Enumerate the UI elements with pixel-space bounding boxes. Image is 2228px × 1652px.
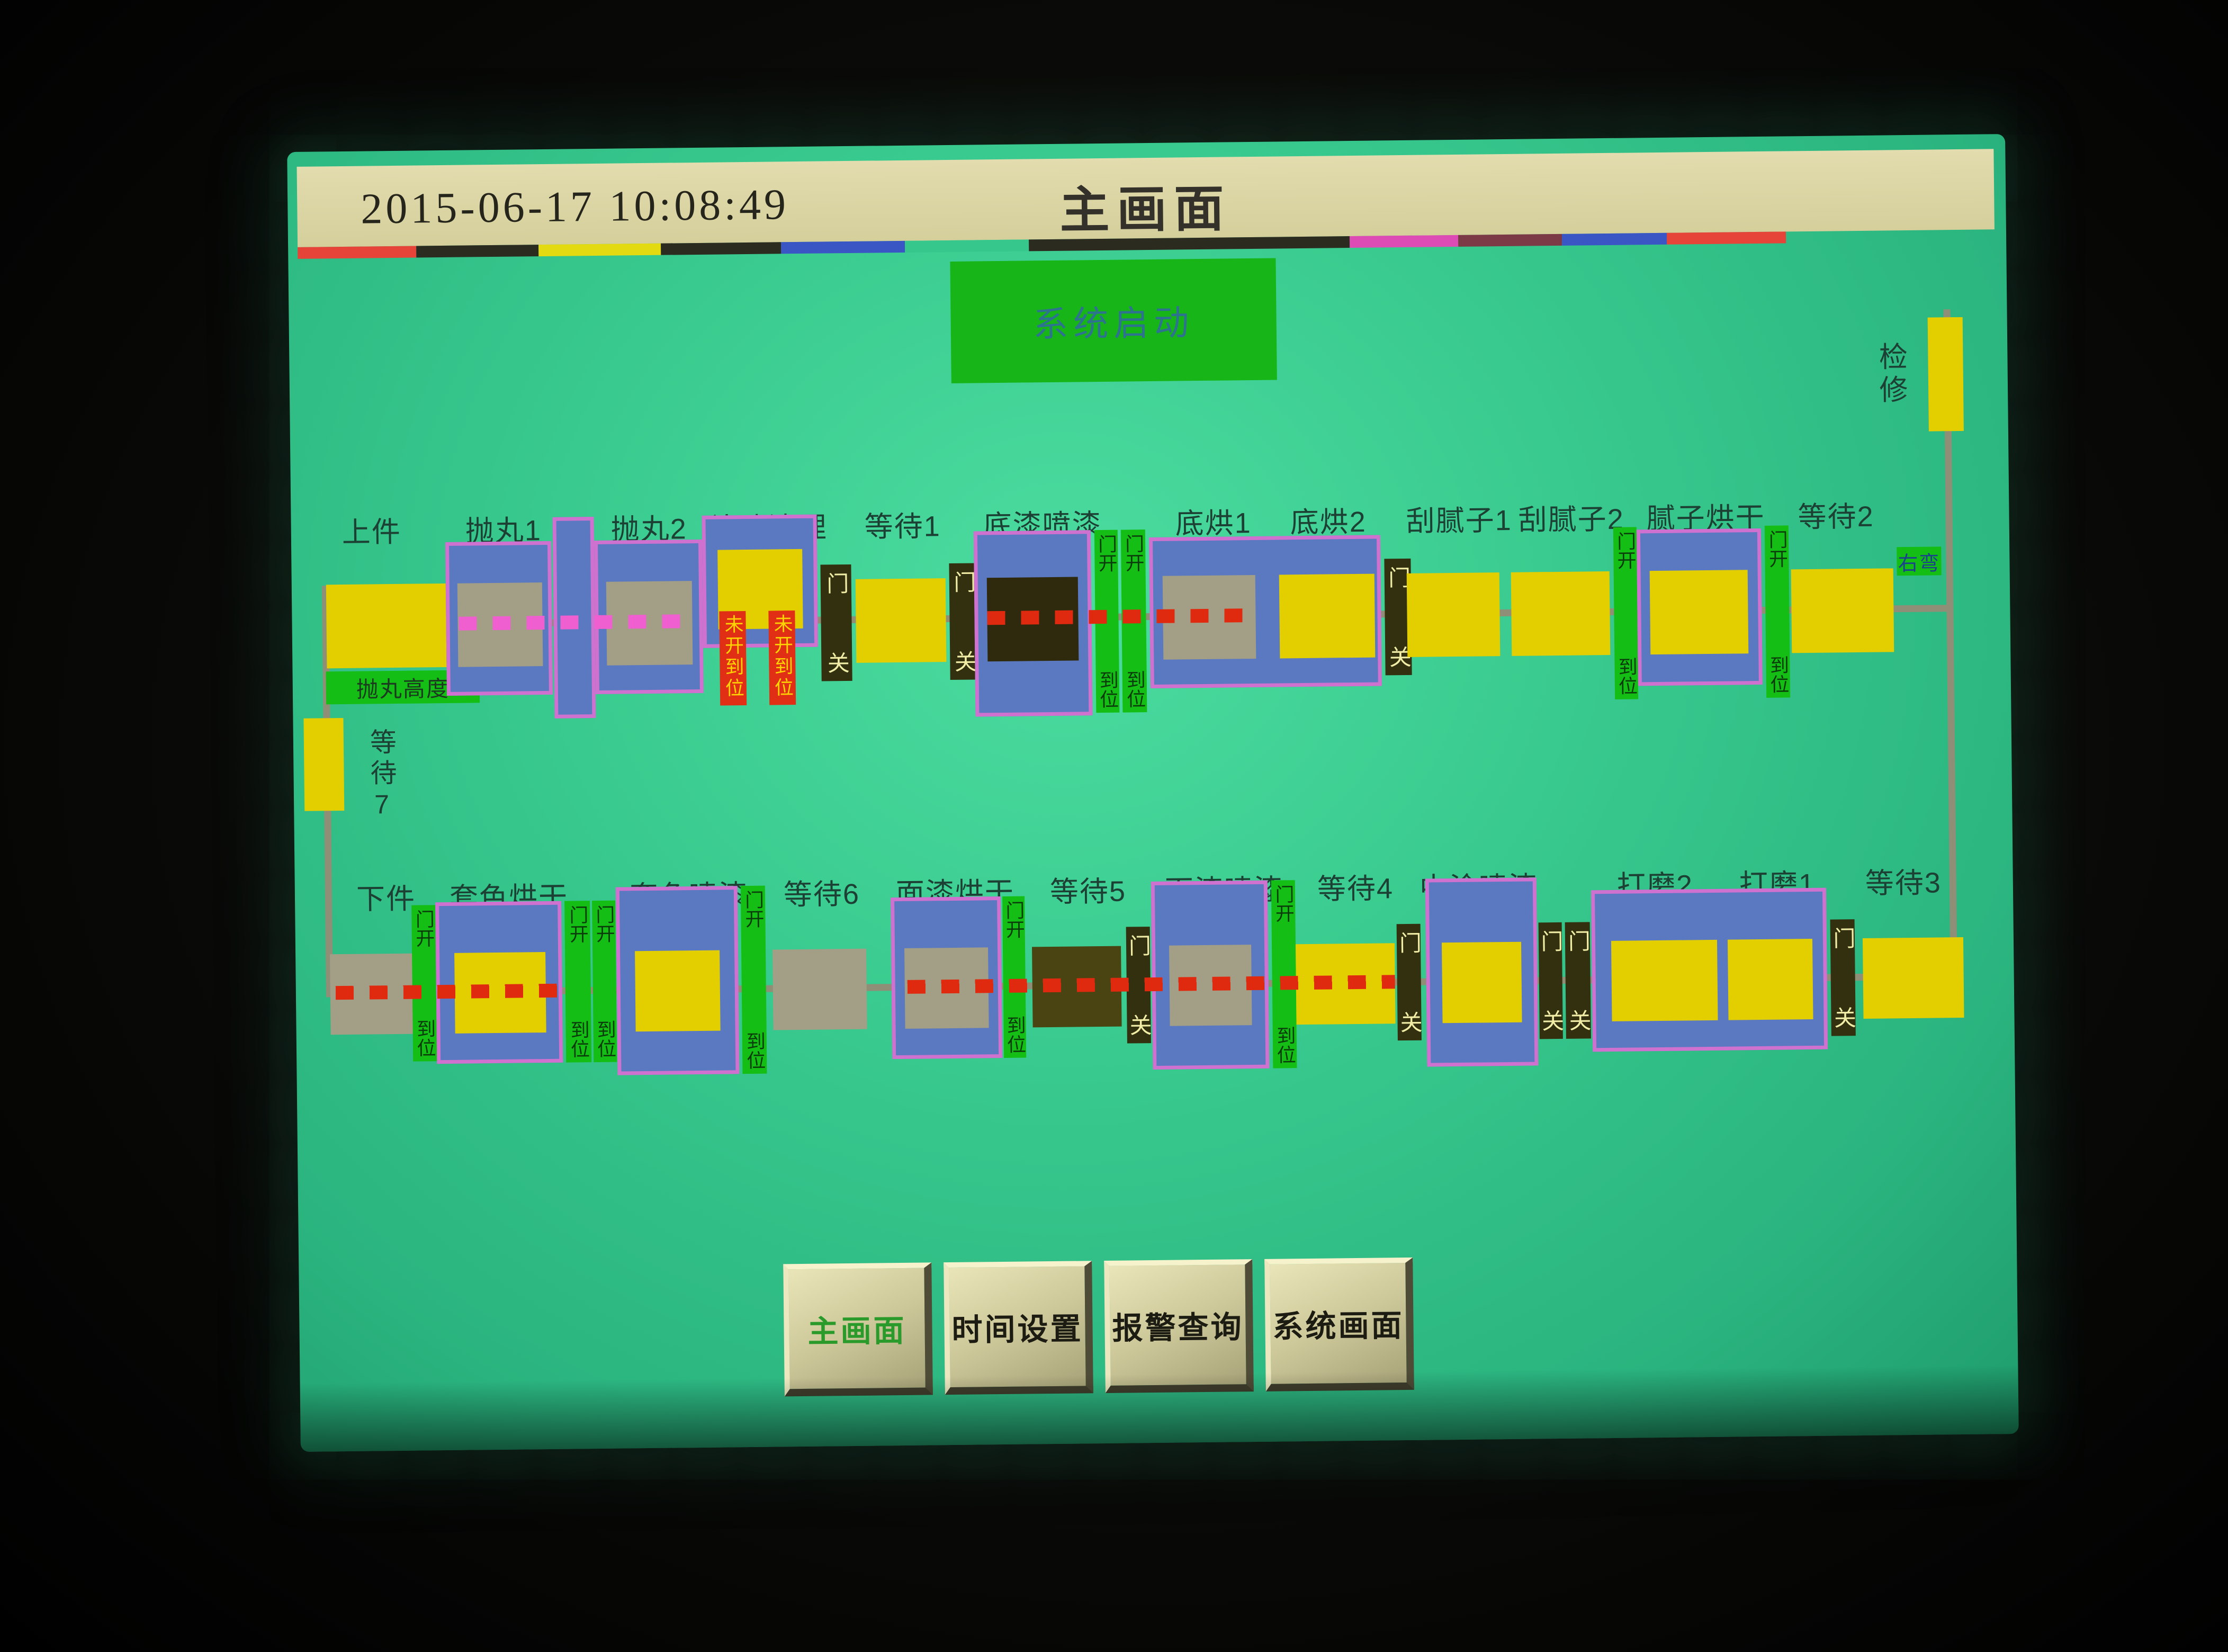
- door-closed-tag-r2b: 门关: [1396, 923, 1422, 1041]
- carrier-damo2: [1611, 939, 1718, 1021]
- door-closed-tag-r2e: 门关: [1830, 919, 1856, 1036]
- station-label-dihong2: 底烘2: [1290, 506, 1367, 539]
- station-label-dengdai2: 等待2: [1798, 500, 1874, 534]
- chain-dashes-paowan: [459, 614, 693, 631]
- chain-dashes-row1: [987, 608, 1256, 625]
- door-closed-tag-r2c: 门关: [1538, 922, 1564, 1039]
- door-open-tag-r2a: 门开 到位: [411, 905, 437, 1062]
- station-label-xiajian: 下件: [356, 883, 416, 915]
- carrier-taosepenqi: [635, 950, 721, 1032]
- carrier-nizihonggan: [1649, 570, 1749, 655]
- carrier-zhongtupenqi: [1441, 941, 1522, 1023]
- screen-bottom-shadow: [300, 1364, 2019, 1452]
- door-closed-tag-r1b: 门关: [949, 563, 978, 680]
- station-label-dengdai1: 等待1: [864, 510, 941, 543]
- alarm-tag-not-open-1: 未开到位: [719, 611, 747, 706]
- right-turn-tag: 右弯: [1897, 546, 1942, 576]
- door-open-tag-r2d: 门开 到位: [740, 885, 767, 1074]
- chain-dashes-row2-left: [335, 983, 558, 1000]
- conveyor-dengdai6: [772, 948, 867, 1030]
- station-label-dengdai6: 等待6: [783, 878, 860, 911]
- page-title: 主画面: [1059, 182, 1232, 239]
- door-closed-tag-r2d: 门关: [1565, 922, 1591, 1039]
- door-open-tag-r2b: 门开 到位: [564, 901, 592, 1063]
- door-open-tag-r2f: 门开 到位: [1271, 880, 1297, 1069]
- alarm-tag-not-open-2: 未开到位: [768, 610, 796, 705]
- door-open-tag-r1d: 门开 到位: [1764, 525, 1791, 698]
- door-open-tag-r2e: 门开 到位: [1002, 896, 1027, 1058]
- door-open-tag-r2c: 门开 到位: [592, 900, 617, 1063]
- system-start-button[interactable]: 系统启动: [950, 258, 1277, 383]
- station-label-dengdai4: 等待4: [1317, 873, 1394, 905]
- conveyor-guanizi1: [1406, 572, 1501, 657]
- conveyor-dengdai1: [855, 578, 947, 663]
- conveyor-guanizi2: [1511, 571, 1611, 656]
- station-label-dengdai5: 等待5: [1049, 875, 1127, 909]
- conveyor-dengdai3: [1862, 937, 1964, 1019]
- wait7-bar: [303, 718, 345, 811]
- hmi-screen: 2015-06-17 10:08:49 主画面 系统启动 上件 抛丸1 抛丸2 …: [287, 134, 2019, 1452]
- datetime: 2015-06-17 10:08:49: [360, 180, 789, 233]
- door-closed-tag-r1a: 门关: [820, 564, 852, 681]
- carrier-damo1: [1727, 938, 1813, 1020]
- carrier-dihong2: [1279, 573, 1376, 659]
- wait7-label: 等待7: [366, 728, 397, 824]
- station-label-shangjian: 上件: [342, 516, 402, 549]
- station-label-guanizi1: 刮腻子1: [1406, 504, 1513, 537]
- conveyor-dengdai2: [1791, 568, 1894, 653]
- door-open-tag-r1c: 门开 到位: [1613, 527, 1639, 699]
- station-label-dengdai3: 等待3: [1865, 867, 1942, 900]
- station-label-dihong1: 底烘1: [1175, 507, 1252, 540]
- maintenance-spur-bar: [1927, 317, 1964, 432]
- maintenance-label: 检修: [1874, 342, 1907, 408]
- station-label-guanizi2: 刮腻子2: [1518, 503, 1624, 536]
